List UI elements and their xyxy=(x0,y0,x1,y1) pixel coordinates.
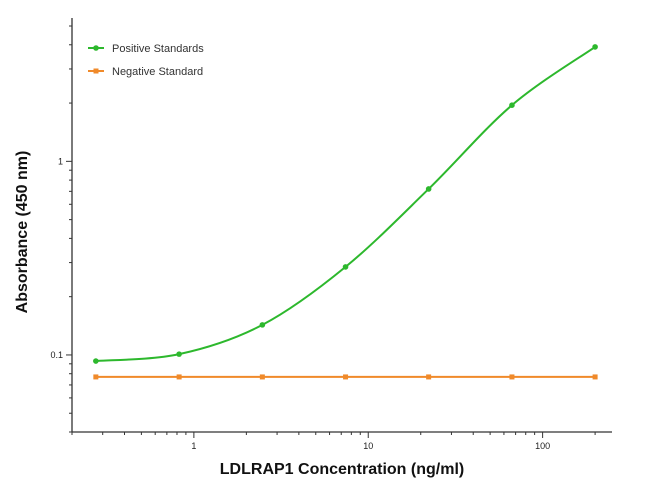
data-point-negative-standard xyxy=(426,374,432,380)
data-point-positive-standards xyxy=(342,264,349,270)
y-axis-title: Absorbance (450 nm) xyxy=(14,151,31,314)
data-point-negative-standard xyxy=(592,374,598,380)
data-point-positive-standards xyxy=(259,322,266,328)
x-axis-title: LDLRAP1 Concentration (ng/ml) xyxy=(220,461,464,478)
data-point-positive-standards xyxy=(93,358,99,364)
y-tick-label: 0.1 xyxy=(50,350,63,360)
data-point-positive-standards xyxy=(425,186,432,192)
legend-item-negative-standard: Negative Standard xyxy=(88,66,203,78)
legend-label-negative-standard: Negative Standard xyxy=(112,66,203,78)
legend-marker-negative-standard xyxy=(93,68,99,74)
legend-label-positive-standards: Positive Standards xyxy=(112,43,204,55)
series-layer xyxy=(93,44,598,380)
x-axis-ticks: 1 10 100 xyxy=(71,432,596,451)
series-line-positive-standards xyxy=(95,46,596,363)
data-point-negative-standard xyxy=(509,374,515,380)
data-point-negative-standard xyxy=(259,374,265,380)
data-point-positive-standards xyxy=(592,44,598,50)
x-tick-label: 10 xyxy=(363,441,373,451)
data-point-negative-standard xyxy=(176,374,182,380)
data-point-negative-standard xyxy=(343,374,349,380)
y-tick-label: 1 xyxy=(58,156,63,166)
y-axis-ticks: 0.11 xyxy=(50,25,72,433)
x-tick-label: 1 xyxy=(191,441,196,451)
legend-marker-positive-standards xyxy=(93,45,99,51)
plot-area: 1 10 100 0.11 xyxy=(50,18,612,451)
x-tick-label: 100 xyxy=(535,441,550,451)
legend-item-positive-standards: Positive Standards xyxy=(88,43,204,55)
data-point-negative-standard xyxy=(93,374,99,380)
data-point-positive-standards xyxy=(176,351,182,357)
legend: Positive Standards Negative Standard xyxy=(88,43,204,78)
data-point-positive-standards xyxy=(509,102,515,108)
